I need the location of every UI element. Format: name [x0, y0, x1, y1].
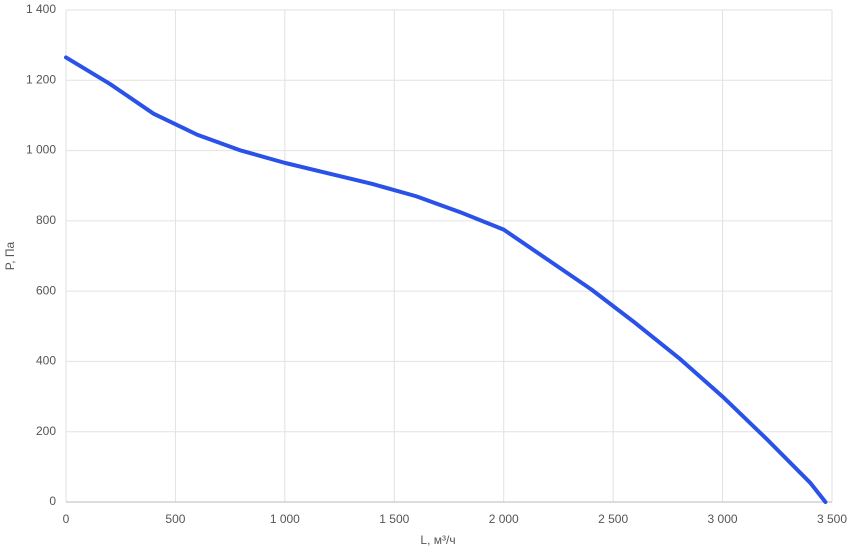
x-axis-title: L, м³/ч: [420, 533, 455, 547]
x-tick-label: 1 500: [379, 512, 409, 526]
x-tick-label: 0: [63, 512, 70, 526]
y-axis-title: P, Па: [3, 241, 17, 270]
x-tick-label: 1 000: [270, 512, 300, 526]
data-line: [64, 55, 828, 504]
y-tick-label: 1 200: [26, 72, 56, 86]
x-tick-label: 500: [165, 512, 185, 526]
y-tick-label: 200: [36, 424, 56, 438]
x-tick-label: 2 500: [598, 512, 628, 526]
y-tick-label: 800: [36, 213, 56, 227]
x-tick-label: 3 000: [708, 512, 738, 526]
y-tick-label: 1 000: [26, 143, 56, 157]
y-tick-label: 600: [36, 283, 56, 297]
x-tick-label: 2 000: [489, 512, 519, 526]
y-tick-label: 0: [49, 494, 56, 508]
y-tick-label: 400: [36, 354, 56, 368]
y-tick-label: 1 400: [26, 2, 56, 16]
x-tick-label: 3 500: [817, 512, 847, 526]
